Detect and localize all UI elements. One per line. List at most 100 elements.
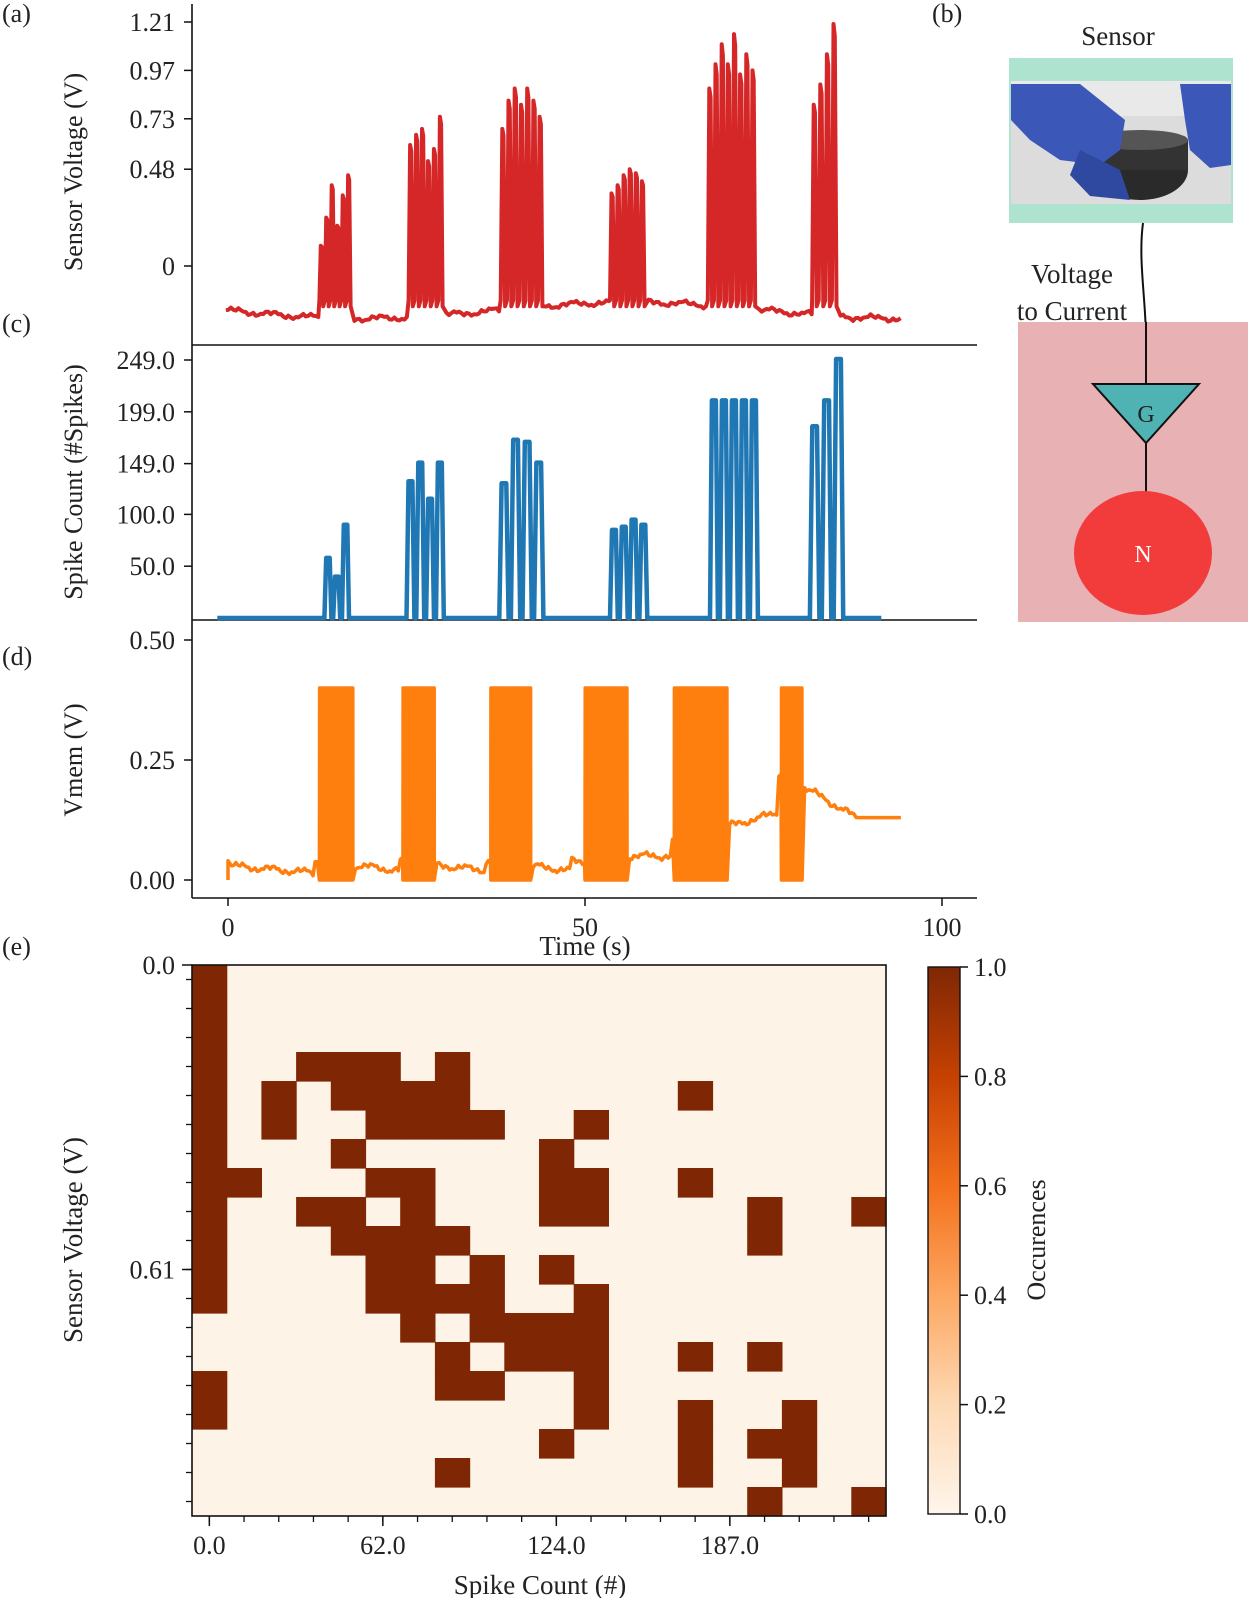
y-axis-label: Sensor Voltage (V) (59, 73, 88, 271)
y-tick-label: 0 (162, 252, 175, 281)
neuron-circle (1074, 491, 1212, 615)
x-tick-label: 62.0 (360, 1531, 406, 1560)
y-tick-label: 0.00 (130, 866, 176, 895)
heatmap-cell (261, 1110, 297, 1140)
gain-triangle (1090, 383, 1202, 445)
x-axis-label: Spike Count (#) (454, 1570, 627, 1598)
heatmap-cell (192, 1052, 228, 1082)
heatmap-cells (192, 965, 887, 1517)
vmem-chart: 0.50 0.25 0.00 0 50 100 Vmem (V) Time (s) (59, 620, 977, 961)
panel-label-e: (e) (2, 932, 31, 961)
heatmap-cell (192, 1023, 228, 1053)
x-tick-label: 0 (222, 913, 235, 942)
heatmap-cell (677, 1342, 714, 1372)
heatmap-cell (192, 1139, 228, 1169)
heatmap-cell (192, 1081, 228, 1111)
sensor-photo (1011, 81, 1231, 204)
heatmap-cell (434, 1284, 471, 1314)
vmem-series (226, 686, 901, 882)
colorbar-tick-label: 0.8 (974, 1062, 1007, 1091)
heatmap-cell (434, 1052, 471, 1082)
x-axis-label: Time (s) (539, 931, 630, 961)
heatmap-cell (469, 1255, 505, 1285)
panel-label-d: (d) (2, 642, 32, 671)
colorbar-tick-label: 1.0 (974, 953, 1007, 982)
heatmap-cell (330, 1139, 367, 1169)
heatmap-cell (539, 1197, 575, 1227)
heatmap-cell (747, 1342, 783, 1372)
y-ticks: 249.0 199.0 149.0 100.0 50.0 (117, 346, 192, 581)
y-tick-label: 0.48 (130, 155, 176, 184)
y-tick-label: 1.21 (130, 8, 176, 37)
panel-label-b: (b) (932, 0, 962, 28)
heatmap-cell (226, 1168, 262, 1198)
heatmap-cell (434, 1226, 471, 1256)
y-axis-label: Spike Count (#Spikes) (59, 364, 88, 599)
y-tick-label: 0.25 (130, 746, 176, 775)
heatmap-cell (747, 1197, 783, 1227)
converter-label-1: Voltage (1031, 259, 1113, 289)
heatmap-cell (539, 1168, 575, 1198)
y-tick-label: 0.61 (130, 1256, 176, 1285)
y-tick-label: 249.0 (117, 346, 176, 375)
heatmap-cell (573, 1400, 609, 1430)
heatmap-cell (573, 1284, 609, 1314)
heatmap-cell (573, 1168, 609, 1198)
heatmap-cell (296, 1052, 332, 1082)
y-ticks: 1.21 0.97 0.73 0.48 0 (130, 8, 192, 281)
heatmap-cell (469, 1110, 505, 1140)
heatmap-cell (469, 1284, 505, 1314)
y-axis-label: Vmem (V) (59, 703, 88, 816)
heatmap-cell (365, 1284, 401, 1314)
y-axis-label: Sensor Voltage (V) (58, 1137, 88, 1343)
heatmap-cell (192, 1168, 228, 1198)
neuron-label: N (1134, 542, 1151, 568)
heatmap-cell (365, 1168, 401, 1198)
sensor-label: Sensor (1081, 21, 1155, 51)
heatmap-cell (192, 965, 228, 995)
heatmap-chart: 0.0 62.0 124.0 187.0 0.0 0.61 Spike Count (#)… (58, 951, 1051, 1598)
heatmap-cell (400, 1226, 436, 1256)
y-ticks: 0.50 0.25 0.00 (130, 626, 192, 895)
x-tick-label: 187.0 (701, 1531, 760, 1560)
heatmap-cell (365, 1081, 401, 1111)
heatmap-cell (400, 1284, 436, 1314)
heatmap-cell (330, 1052, 367, 1082)
colorbar-tick-label: 0.0 (974, 1500, 1007, 1529)
x-tick-label: 50 (572, 913, 598, 942)
heatmap-cell (677, 1429, 714, 1459)
heatmap-cell (192, 1400, 228, 1430)
x-tick-label: 124.0 (527, 1531, 586, 1560)
heatmap-cell (434, 1110, 471, 1140)
heatmap-cell (469, 1313, 505, 1343)
y-tick-label: 100.0 (117, 500, 176, 529)
y-tick-label: 0.73 (130, 105, 176, 134)
heatmap-cell (192, 1284, 228, 1314)
heatmap-cell (539, 1255, 575, 1285)
heatmap-cell (365, 1110, 401, 1140)
heatmap-cell (192, 1110, 228, 1140)
gain-label: G (1137, 402, 1154, 428)
heatmap-cell (330, 1197, 367, 1227)
sensor-voltage-chart: 1.21 0.97 0.73 0.48 0 Sensor Voltage (V) (59, 4, 902, 345)
heatmap-cell (677, 1458, 714, 1488)
heatmap-ticks: 0.0 62.0 124.0 187.0 0.0 0.61 (130, 951, 870, 1560)
y-tick-label: 50.0 (130, 552, 176, 581)
y-tick-label: 199.0 (117, 398, 176, 427)
heatmap-cell (539, 1342, 575, 1372)
heatmap-cell (539, 1313, 575, 1343)
heatmap-cell (434, 1342, 471, 1372)
heatmap-cell (781, 1429, 818, 1459)
heatmap-cell (677, 1400, 714, 1430)
heatmap-cell (747, 1487, 783, 1517)
heatmap-cell (747, 1429, 783, 1459)
heatmap-cell (747, 1226, 783, 1256)
heatmap-cell (400, 1255, 436, 1285)
heatmap-cell (330, 1081, 367, 1111)
heatmap-cell (400, 1168, 436, 1198)
heatmap-cell (539, 1139, 575, 1169)
heatmap-cell (192, 1371, 228, 1401)
heatmap-cell (296, 1197, 332, 1227)
y-tick-label: 0.97 (130, 56, 176, 85)
heatmap-cell (400, 1313, 436, 1343)
